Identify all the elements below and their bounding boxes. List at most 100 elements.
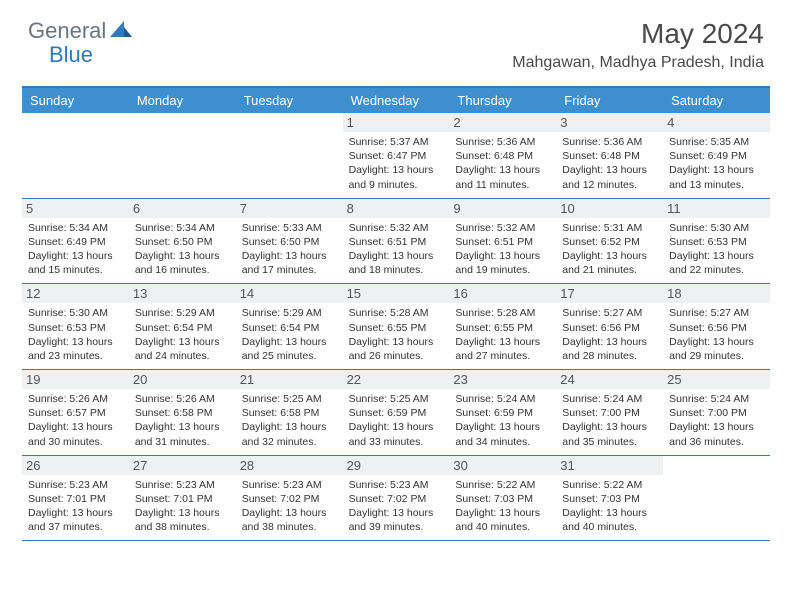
day-cell xyxy=(663,456,770,541)
day-number: 31 xyxy=(556,456,663,475)
day-number: 25 xyxy=(663,370,770,389)
day-number: 5 xyxy=(22,199,129,218)
day-info: Sunrise: 5:32 AMSunset: 6:51 PMDaylight:… xyxy=(349,221,444,278)
day-number: 8 xyxy=(343,199,450,218)
day-cell: 4Sunrise: 5:35 AMSunset: 6:49 PMDaylight… xyxy=(663,113,770,198)
day-cell: 14 Sunrise: 5:29 AMSunset: 6:54 PMDayligh… xyxy=(236,284,343,369)
day-header: Tuesday xyxy=(236,88,343,113)
logo-text-general: General xyxy=(28,18,106,44)
day-info: Sunrise: 5:32 AMSunset: 6:51 PMDaylight:… xyxy=(455,221,550,278)
day-number: 7 xyxy=(236,199,343,218)
day-header: Monday xyxy=(129,88,236,113)
day-info: Sunrise: 5:27 AMSunset: 6:56 PMDaylight:… xyxy=(562,306,657,363)
day-number: 20 xyxy=(129,370,236,389)
day-header: Sunday xyxy=(22,88,129,113)
day-cell: 9Sunrise: 5:32 AMSunset: 6:51 PMDaylight… xyxy=(449,199,556,284)
day-cell: 26 Sunrise: 5:23 AMSunset: 7:01 PMDayligh… xyxy=(22,456,129,541)
day-cell: 28 Sunrise: 5:23 AMSunset: 7:02 PMDayligh… xyxy=(236,456,343,541)
day-number: 21 xyxy=(236,370,343,389)
calendar: SundayMondayTuesdayWednesdayThursdayFrid… xyxy=(22,86,770,541)
day-cell xyxy=(236,113,343,198)
day-info: Sunrise: 5:23 AMSunset: 7:02 PMDaylight:… xyxy=(349,478,444,535)
day-number: 1 xyxy=(343,113,450,132)
day-number: 6 xyxy=(129,199,236,218)
day-cell: 6 Sunrise: 5:34 AMSunset: 6:50 PMDaylight… xyxy=(129,199,236,284)
day-number: 22 xyxy=(343,370,450,389)
week-row: 19Sunrise: 5:26 AMSunset: 6:57 PMDayligh… xyxy=(22,370,770,456)
day-number: 15 xyxy=(343,284,450,303)
day-cell: 1Sunrise: 5:37 AMSunset: 6:47 PMDaylight… xyxy=(343,113,450,198)
day-number: 3 xyxy=(556,113,663,132)
day-info: Sunrise: 5:33 AMSunset: 6:50 PMDaylight:… xyxy=(242,221,337,278)
week-row: 26 Sunrise: 5:23 AMSunset: 7:01 PMDayligh… xyxy=(22,456,770,542)
day-number: 24 xyxy=(556,370,663,389)
day-cell: 24 Sunrise: 5:24 AMSunset: 7:00 PMDayligh… xyxy=(556,370,663,455)
day-cell: 23 Sunrise: 5:24 AMSunset: 6:59 PMDayligh… xyxy=(449,370,556,455)
day-info: Sunrise: 5:28 AMSunset: 6:55 PMDaylight:… xyxy=(349,306,444,363)
day-number: 2 xyxy=(449,113,556,132)
day-cell: 27Sunrise: 5:23 AMSunset: 7:01 PMDayligh… xyxy=(129,456,236,541)
day-info: Sunrise: 5:26 AMSunset: 6:57 PMDaylight:… xyxy=(28,392,123,449)
day-cell: 19Sunrise: 5:26 AMSunset: 6:57 PMDayligh… xyxy=(22,370,129,455)
day-cell: 13 Sunrise: 5:29 AMSunset: 6:54 PMDayligh… xyxy=(129,284,236,369)
day-info: Sunrise: 5:29 AMSunset: 6:54 PMDaylight:… xyxy=(135,306,230,363)
day-cell: 15 Sunrise: 5:28 AMSunset: 6:55 PMDayligh… xyxy=(343,284,450,369)
day-header: Thursday xyxy=(449,88,556,113)
day-cell: 21 Sunrise: 5:25 AMSunset: 6:58 PMDayligh… xyxy=(236,370,343,455)
day-number: 26 xyxy=(22,456,129,475)
day-number: 30 xyxy=(449,456,556,475)
day-cell: 18Sunrise: 5:27 AMSunset: 6:56 PMDayligh… xyxy=(663,284,770,369)
day-number: 13 xyxy=(129,284,236,303)
day-number: 16 xyxy=(449,284,556,303)
day-cell: 17 Sunrise: 5:27 AMSunset: 6:56 PMDayligh… xyxy=(556,284,663,369)
day-number: 23 xyxy=(449,370,556,389)
week-row: 5Sunrise: 5:34 AMSunset: 6:49 PMDaylight… xyxy=(22,199,770,285)
location-text: Mahgawan, Madhya Pradesh, India xyxy=(512,54,764,72)
day-header-row: SundayMondayTuesdayWednesdayThursdayFrid… xyxy=(22,88,770,113)
day-cell: 31 Sunrise: 5:22 AMSunset: 7:03 PMDayligh… xyxy=(556,456,663,541)
day-info: Sunrise: 5:24 AMSunset: 6:59 PMDaylight:… xyxy=(455,392,550,449)
day-info: Sunrise: 5:30 AMSunset: 6:53 PMDaylight:… xyxy=(669,221,764,278)
day-info: Sunrise: 5:25 AMSunset: 6:59 PMDaylight:… xyxy=(349,392,444,449)
day-cell: 20 Sunrise: 5:26 AMSunset: 6:58 PMDayligh… xyxy=(129,370,236,455)
day-cell: 25 Sunrise: 5:24 AMSunset: 7:00 PMDayligh… xyxy=(663,370,770,455)
day-header: Wednesday xyxy=(343,88,450,113)
day-cell: 3 Sunrise: 5:36 AMSunset: 6:48 PMDaylight… xyxy=(556,113,663,198)
day-info: Sunrise: 5:24 AMSunset: 7:00 PMDaylight:… xyxy=(669,392,764,449)
day-info: Sunrise: 5:22 AMSunset: 7:03 PMDaylight:… xyxy=(562,478,657,535)
day-cell: 8 Sunrise: 5:32 AMSunset: 6:51 PMDaylight… xyxy=(343,199,450,284)
day-cell: 30Sunrise: 5:22 AMSunset: 7:03 PMDayligh… xyxy=(449,456,556,541)
day-cell: 2 Sunrise: 5:36 AMSunset: 6:48 PMDaylight… xyxy=(449,113,556,198)
day-number: 14 xyxy=(236,284,343,303)
day-info: Sunrise: 5:29 AMSunset: 6:54 PMDaylight:… xyxy=(242,306,337,363)
day-info: Sunrise: 5:23 AMSunset: 7:01 PMDaylight:… xyxy=(28,478,123,535)
day-number: 4 xyxy=(663,113,770,132)
day-number: 12 xyxy=(22,284,129,303)
header: General Blue May 2024 Mahgawan, Madhya P… xyxy=(0,0,792,76)
day-number: 28 xyxy=(236,456,343,475)
day-info: Sunrise: 5:23 AMSunset: 7:02 PMDaylight:… xyxy=(242,478,337,535)
day-info: Sunrise: 5:36 AMSunset: 6:48 PMDaylight:… xyxy=(562,135,657,192)
week-row: 1Sunrise: 5:37 AMSunset: 6:47 PMDaylight… xyxy=(22,113,770,199)
week-row: 12Sunrise: 5:30 AMSunset: 6:53 PMDayligh… xyxy=(22,284,770,370)
day-info: Sunrise: 5:28 AMSunset: 6:55 PMDaylight:… xyxy=(455,306,550,363)
day-number: 29 xyxy=(343,456,450,475)
day-cell: 16 Sunrise: 5:28 AMSunset: 6:55 PMDayligh… xyxy=(449,284,556,369)
day-cell xyxy=(129,113,236,198)
day-info: Sunrise: 5:31 AMSunset: 6:52 PMDaylight:… xyxy=(562,221,657,278)
day-info: Sunrise: 5:27 AMSunset: 6:56 PMDaylight:… xyxy=(669,306,764,363)
day-info: Sunrise: 5:36 AMSunset: 6:48 PMDaylight:… xyxy=(455,135,550,192)
day-info: Sunrise: 5:25 AMSunset: 6:58 PMDaylight:… xyxy=(242,392,337,449)
day-cell xyxy=(22,113,129,198)
day-cell: 22 Sunrise: 5:25 AMSunset: 6:59 PMDayligh… xyxy=(343,370,450,455)
day-info: Sunrise: 5:26 AMSunset: 6:58 PMDaylight:… xyxy=(135,392,230,449)
day-info: Sunrise: 5:24 AMSunset: 7:00 PMDaylight:… xyxy=(562,392,657,449)
title-block: May 2024 Mahgawan, Madhya Pradesh, India xyxy=(512,18,764,72)
day-cell: 29 Sunrise: 5:23 AMSunset: 7:02 PMDayligh… xyxy=(343,456,450,541)
day-number: 17 xyxy=(556,284,663,303)
day-info: Sunrise: 5:34 AMSunset: 6:50 PMDaylight:… xyxy=(135,221,230,278)
day-number: 27 xyxy=(129,456,236,475)
day-cell: 12Sunrise: 5:30 AMSunset: 6:53 PMDayligh… xyxy=(22,284,129,369)
day-header: Saturday xyxy=(663,88,770,113)
day-number: 11 xyxy=(663,199,770,218)
